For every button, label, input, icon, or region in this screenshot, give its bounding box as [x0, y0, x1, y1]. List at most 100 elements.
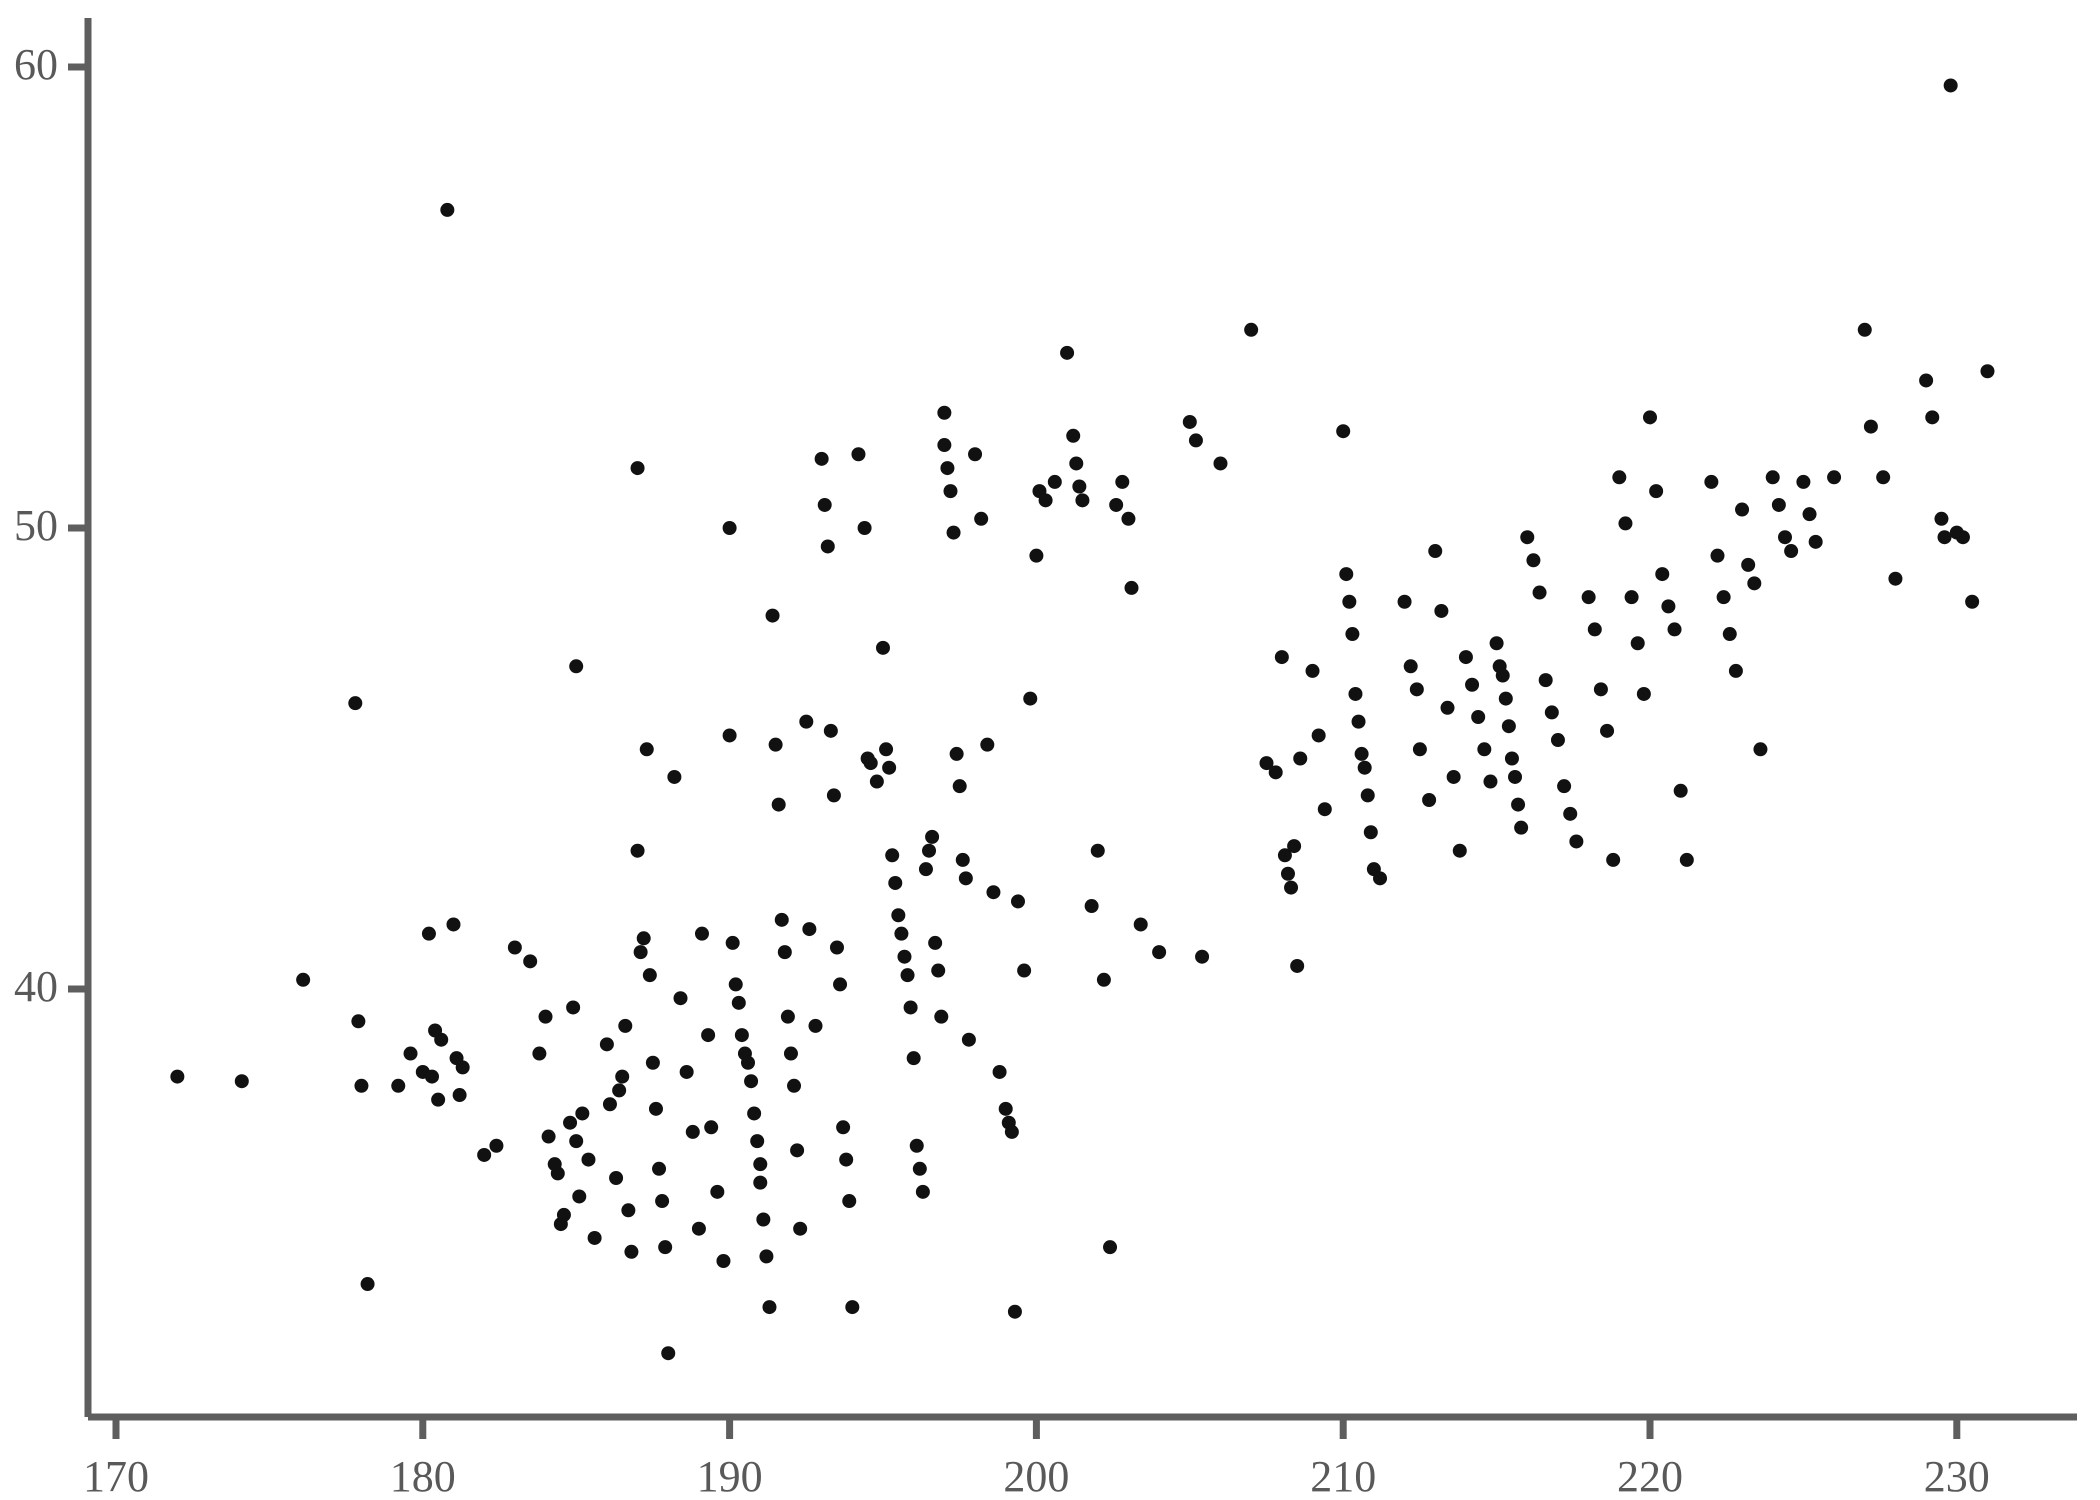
data-point: [609, 1171, 624, 1186]
data-point: [566, 1000, 581, 1015]
data-point: [354, 1078, 369, 1093]
data-point: [842, 1194, 857, 1209]
data-point: [1606, 852, 1621, 867]
data-point: [793, 1221, 808, 1236]
data-point: [523, 954, 538, 969]
data-point: [581, 1152, 596, 1167]
data-point: [1072, 479, 1087, 494]
data-point: [1544, 705, 1559, 720]
data-point: [851, 447, 866, 462]
data-point: [1348, 686, 1363, 701]
data-point: [1290, 958, 1305, 973]
data-point: [1753, 742, 1768, 757]
data-point: [556, 1207, 571, 1222]
data-point: [894, 926, 909, 941]
data-point: [1010, 894, 1025, 909]
data-point: [897, 949, 912, 964]
data-point: [759, 1249, 774, 1264]
data-point: [750, 1134, 765, 1149]
x-tick-label: 230: [1923, 1452, 1990, 1500]
data-point: [918, 862, 933, 877]
data-points: [170, 78, 1995, 1361]
data-point: [615, 1069, 630, 1084]
data-point: [489, 1138, 504, 1153]
data-point: [673, 991, 688, 1006]
data-point: [731, 995, 746, 1010]
data-point: [1124, 580, 1139, 595]
data-point: [747, 1106, 762, 1121]
data-point: [1244, 322, 1259, 337]
data-point: [1802, 507, 1817, 522]
x-tick-label: 170: [83, 1452, 149, 1500]
data-point: [915, 1184, 930, 1199]
data-point: [1618, 516, 1633, 531]
data-point: [1090, 843, 1105, 858]
data-point: [1096, 972, 1111, 987]
data-point: [768, 737, 783, 752]
data-point: [1965, 594, 1980, 609]
data-point: [1808, 534, 1823, 549]
data-point: [701, 1028, 716, 1043]
data-point: [1133, 917, 1148, 932]
data-point: [885, 848, 900, 863]
data-point: [1667, 622, 1682, 637]
data-point: [1710, 548, 1725, 563]
data-point: [1121, 511, 1136, 526]
data-point: [1777, 530, 1792, 545]
data-point: [1115, 474, 1130, 489]
data-point: [961, 1032, 976, 1047]
data-point: [756, 1212, 771, 1227]
data-point: [1538, 673, 1553, 688]
data-point: [645, 1055, 660, 1070]
data-point: [952, 779, 967, 794]
data-point: [1287, 839, 1302, 854]
data-point: [1360, 788, 1375, 803]
data-point: [863, 756, 878, 771]
axis-ticks: [68, 63, 1961, 1439]
data-point: [799, 714, 814, 729]
data-point: [602, 1097, 617, 1112]
data-point: [1587, 622, 1602, 637]
data-point: [679, 1064, 694, 1079]
data-point: [1550, 733, 1565, 748]
data-point: [170, 1069, 185, 1084]
data-point: [808, 1018, 823, 1033]
data-point: [1498, 691, 1513, 706]
data-point: [1722, 627, 1737, 642]
data-point: [639, 742, 654, 757]
data-point: [455, 1060, 470, 1075]
data-point: [1345, 627, 1360, 642]
data-point: [661, 1346, 676, 1361]
data-point: [922, 843, 937, 858]
data-point: [744, 1074, 759, 1089]
data-point: [1339, 567, 1354, 582]
data-point: [1741, 557, 1756, 572]
data-point: [1728, 663, 1743, 678]
data-point: [1526, 553, 1541, 568]
data-point: [722, 521, 737, 535]
data-point: [986, 885, 1001, 900]
x-tick-label: 180: [389, 1452, 456, 1500]
data-point: [771, 797, 786, 812]
data-point: [1465, 677, 1480, 692]
data-point: [1655, 567, 1670, 582]
data-point: [667, 769, 682, 784]
data-point: [621, 1203, 636, 1218]
data-point: [538, 1009, 553, 1024]
data-point: [1511, 797, 1526, 812]
data-point: [618, 1018, 633, 1033]
data-point: [572, 1189, 587, 1204]
data-point: [1075, 493, 1090, 508]
data-point: [421, 926, 436, 941]
data-point: [1925, 410, 1940, 425]
data-point: [937, 438, 952, 453]
data-point: [1569, 834, 1584, 849]
data-point: [833, 977, 848, 992]
data-point: [1354, 746, 1369, 761]
data-point: [541, 1129, 556, 1144]
data-point: [725, 935, 740, 950]
data-point: [753, 1157, 768, 1172]
data-point: [532, 1046, 547, 1061]
data-point: [1284, 880, 1299, 895]
